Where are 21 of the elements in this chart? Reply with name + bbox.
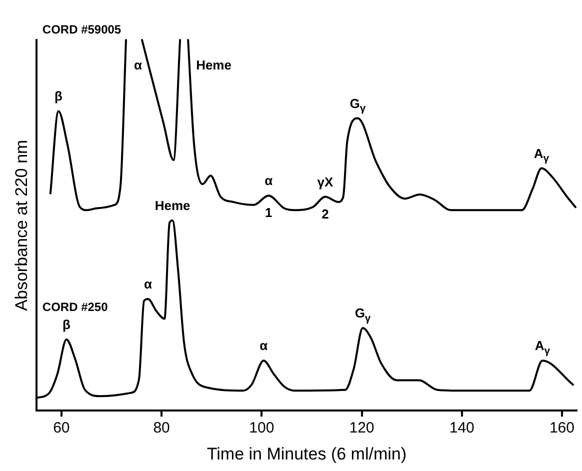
series-label: CORD #59005 (42, 22, 122, 36)
x-axis-title: Time in Minutes (6 ml/min) (206, 444, 407, 464)
annotation: Heme (154, 198, 190, 214)
x-tick-label: 140 (449, 420, 474, 437)
annotation: α (260, 338, 268, 354)
annotation: β (62, 317, 70, 332)
y-axis-title: Absorbance at 220 nm (12, 140, 31, 311)
annotation: Heme (196, 58, 232, 73)
x-tick-label: 80 (153, 420, 170, 437)
x-tick-label: 120 (349, 420, 374, 437)
annotation: 2 (322, 206, 329, 222)
annotation: 1 (265, 205, 272, 220)
x-tick-label: 160 (549, 420, 574, 437)
annotation: γX (317, 174, 334, 190)
annotation: β (54, 88, 62, 104)
x-tick-label: 100 (249, 420, 274, 437)
text: CORD #250 (42, 300, 108, 314)
x-tick-label: 60 (53, 420, 70, 437)
annotation: α (134, 58, 142, 73)
annotation: α (264, 173, 273, 188)
annotation: α (144, 276, 152, 292)
